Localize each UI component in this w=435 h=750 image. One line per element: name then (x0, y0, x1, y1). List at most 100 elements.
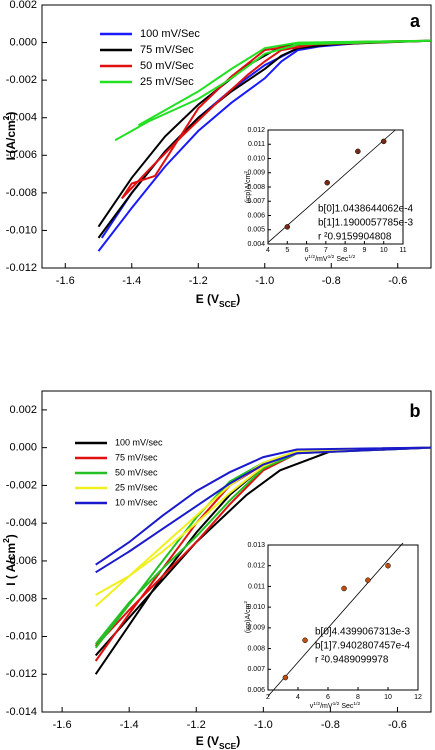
x-tick-label: 6 (326, 694, 330, 701)
data-point (282, 674, 289, 681)
x-axis-label: E (VSCE) (196, 734, 241, 750)
cv-curve (114, 39, 432, 142)
label-part: ) (236, 734, 240, 748)
label-part: (icp)A/cm (245, 603, 252, 633)
y-tick-label: -0.012 (6, 262, 37, 274)
x-tick-label: 11 (399, 247, 406, 254)
data-point (324, 179, 330, 186)
y-tick-label: 0.012 (247, 127, 265, 134)
label-part: /mV (315, 256, 328, 263)
x-tick-label: 10 (380, 247, 388, 254)
label-part: 1/2 (328, 254, 335, 260)
label-part: ) (236, 292, 240, 306)
panel-label: b (410, 401, 421, 421)
x-axis-label: v1/2/mV1/2 Sec1/2 (305, 254, 356, 263)
x-tick-label: -1.0 (255, 275, 274, 287)
x-tick-label: -1.6 (56, 275, 75, 287)
label-part: v (310, 703, 314, 710)
x-tick-label: 9 (362, 247, 366, 254)
label-part: Sec (339, 703, 354, 710)
label-part: 1/2 (333, 701, 340, 707)
legend-label: 25 mV/Sec (140, 76, 194, 88)
fit-line (267, 542, 404, 697)
y-tick-label: -0.014 (6, 706, 37, 718)
y-tick-label: -0.002 (6, 74, 37, 86)
y-tick-label: 0.006 (247, 687, 265, 694)
y-tick-label: 0.007 (247, 198, 265, 205)
x-tick-label: 12 (414, 694, 422, 701)
label-part: 2 (1, 538, 11, 543)
y-tick-label: -0.006 (6, 149, 37, 161)
x-tick-label: -0.8 (322, 275, 341, 287)
x-tick-label: -1.6 (53, 719, 72, 731)
fit-annotation: b[1]7.9402807457e-4 (315, 641, 411, 652)
legend-label: 100 mV/sec (115, 437, 163, 447)
legend-label: 25 mV/sec (115, 482, 158, 492)
x-tick-label: -0.8 (321, 719, 340, 731)
y-axis-label: (icp)A/cm2 (243, 601, 252, 634)
y-axis-label: I (A/cm2) (1, 112, 18, 161)
y-tick-label: 0.007 (247, 666, 265, 673)
panel-label: a (410, 11, 421, 31)
y-tick-label: -0.004 (6, 112, 37, 124)
cv-curve (95, 446, 432, 574)
y-tick-label: -0.004 (6, 517, 37, 529)
y-tick-label: 0.010 (247, 155, 265, 162)
y-tick-label: 0.009 (247, 625, 265, 632)
y-tick-label: 0.008 (247, 645, 265, 652)
y-tick-label: -0.008 (6, 187, 37, 199)
label-part: I (A/cm (4, 120, 18, 160)
x-tick-label: -1.4 (120, 719, 139, 731)
y-tick-label: -0.008 (6, 593, 37, 605)
data-point (341, 585, 347, 592)
y-tick-label: -0.002 (6, 479, 37, 491)
y-tick-label: 0.004 (247, 241, 265, 248)
label-part: 2 (243, 171, 249, 174)
label-part: 1/2 (348, 254, 355, 260)
fit-annotation: b[1]1.1900057785e-3 (318, 218, 414, 229)
label-part: 1/2 (353, 701, 360, 707)
x-tick-label: 8 (343, 247, 347, 254)
label-part: 1/2 (308, 254, 315, 260)
y-tick-label: 0.002 (9, 0, 37, 11)
y-tick-label: 0.011 (248, 141, 265, 148)
label-part: ) (4, 534, 18, 538)
legend-label: 75 mV/sec (115, 452, 158, 462)
data-point (365, 577, 371, 583)
legend-label: 50 mV/sec (115, 467, 158, 477)
fit-line (267, 129, 396, 243)
label-part: Sec (334, 256, 349, 263)
x-tick-label: 4 (266, 247, 270, 254)
fit-annotation: r ²0.9159904808 (318, 232, 392, 243)
plot-frame (267, 544, 419, 691)
y-tick-label: 0.000 (9, 36, 37, 48)
label-part: 2 (1, 115, 11, 120)
data-point (284, 224, 291, 230)
x-tick-label: -1.0 (254, 719, 273, 731)
label-part: 1/2 (313, 701, 320, 707)
x-tick-label: 5 (285, 247, 289, 254)
y-axis-label: (icp)A/cm2 (243, 171, 252, 204)
y-tick-label: 0.011 (248, 583, 265, 590)
plot-frame (267, 129, 404, 245)
y-tick-label: 0.000 (9, 442, 37, 454)
y-tick-label: 0.002 (9, 404, 37, 416)
legend-label: 100 mV/Sec (140, 28, 200, 40)
label-part: SCE (219, 299, 237, 309)
x-tick-label: -1.4 (122, 275, 141, 287)
label-part: 2 (243, 601, 249, 604)
legend-label: 10 mV/sec (115, 497, 158, 507)
y-tick-label: -0.006 (6, 555, 37, 567)
label-part: (icp)A/cm (245, 173, 252, 203)
fit-annotation: b[0]4.4399067313e-3 (315, 627, 411, 638)
x-tick-label: -1.2 (189, 275, 208, 287)
y-tick-label: 0.012 (247, 563, 265, 570)
y-axis-label: I ( A/cm2) (1, 534, 18, 586)
x-axis-label: v1/2/mV1/2 Sec1/2 (310, 701, 361, 710)
data-point (385, 562, 391, 569)
y-tick-label: 0.010 (247, 604, 265, 611)
y-tick-label: 0.013 (247, 542, 265, 549)
label-part: E (V (196, 292, 219, 306)
y-tick-label: 0.006 (247, 212, 265, 219)
